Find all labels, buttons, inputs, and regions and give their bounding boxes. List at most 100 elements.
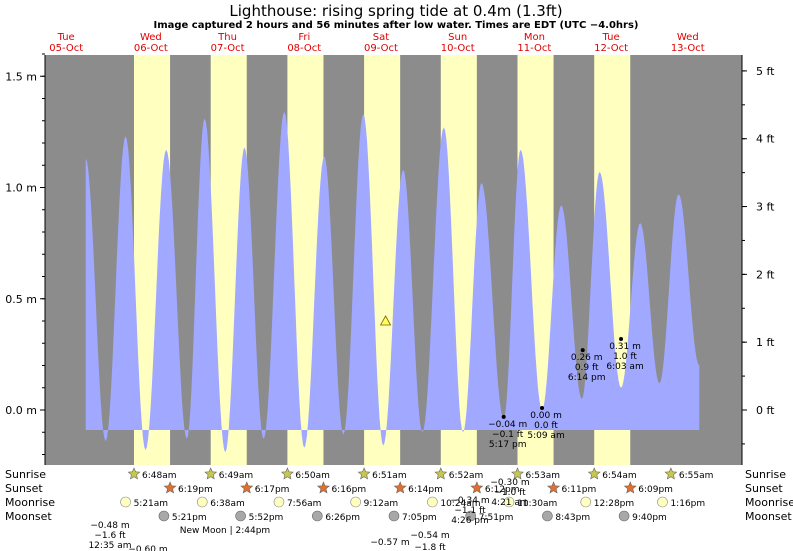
sunset-star-icon xyxy=(623,481,637,494)
tide-height-m: 0.31 m xyxy=(609,342,641,352)
tide-height-ft: 1.0 ft xyxy=(613,352,637,362)
moonrise-icon xyxy=(273,496,285,508)
moonrise-time: 1:16pm xyxy=(670,499,705,509)
tide-height-m: −0.04 m xyxy=(488,420,527,430)
moonset-time: 5:52pm xyxy=(249,513,284,523)
sunset-star-icon xyxy=(547,481,561,494)
day-of-week-label: Tue xyxy=(57,32,75,43)
moonset-icon xyxy=(235,510,246,522)
sunrise-star-icon xyxy=(204,467,218,480)
date-label: 05-Oct xyxy=(49,43,83,54)
date-label: 13-Oct xyxy=(671,43,705,54)
tide-labels: −0.04 m−0.1 ft5:17 pm 0.00 m0.0 ft5:09 am… xyxy=(379,315,644,450)
sunset-time: 6:17pm xyxy=(255,485,290,495)
sunset-time: 6:14pm xyxy=(408,485,443,495)
sunset-time: 6:09pm xyxy=(638,485,673,495)
day-of-week-label: Sat xyxy=(373,32,389,43)
date-label: 12-Oct xyxy=(594,43,628,54)
moonset-icon xyxy=(618,510,630,522)
moonrise-icon xyxy=(657,496,668,508)
day-of-week-label: Wed xyxy=(677,32,699,43)
lower-note-line2: −0.54 m xyxy=(410,531,449,541)
right-tick-label: 2 ft xyxy=(756,268,775,281)
moonrise-time: 12:28pm xyxy=(594,499,634,509)
left-tick-label: 0.5 m xyxy=(5,293,37,306)
moonset-time: 6:26pm xyxy=(325,513,360,523)
day-of-week-label: Thu xyxy=(217,32,237,43)
sunrise-time: 6:50am xyxy=(295,471,330,481)
tide-area xyxy=(85,111,700,453)
sunset-time: 6:16pm xyxy=(331,485,366,495)
moonset-time: 8:43pm xyxy=(555,513,590,523)
axes: 1.5 m 1.0 m 0.5 m 0.0 m 5 ft 4 ft 3 ft 2 ft 1 ft… xyxy=(5,53,775,465)
moonset-time: 7:05pm xyxy=(402,513,437,523)
right-tick-label: 4 ft xyxy=(756,133,775,146)
moonrise-icon xyxy=(196,496,208,508)
sunrise-time: 6:55am xyxy=(679,471,714,481)
moonrise-row-label-right: Moonrise xyxy=(745,496,793,509)
sunset-row-label-left: Sunset xyxy=(5,482,43,495)
moonset-row-label-right: Moonset xyxy=(745,510,792,523)
sunrise-time: 6:48am xyxy=(142,471,177,481)
sunset-star-icon xyxy=(393,481,407,494)
moonrise-icon xyxy=(580,496,592,508)
right-tick-label: 5 ft xyxy=(756,65,775,78)
lower-note-line2: −1.0 ft xyxy=(494,488,526,498)
lower-note-line3: −1.8 ft xyxy=(414,543,446,551)
tide-extreme-point xyxy=(501,414,506,419)
sunset-star-icon xyxy=(470,481,484,494)
moonset-icon xyxy=(388,510,400,522)
right-tick-label: 0 ft xyxy=(756,404,775,417)
sunrise-star-icon xyxy=(511,467,524,480)
tide-height-ft: −0.1 ft xyxy=(492,430,524,440)
moonrise-time: 6:38am xyxy=(210,499,245,509)
moonrise-time: 10:24am xyxy=(440,499,480,509)
moonrise-time: 7:56am xyxy=(287,499,322,509)
sunset-star-icon xyxy=(163,481,177,494)
chart-subtitle: Image captured 2 hours and 56 minutes af… xyxy=(154,20,639,31)
date-label: 10-Oct xyxy=(441,43,475,54)
sunrise-time: 6:54am xyxy=(602,471,637,481)
sunrise-time: 6:49am xyxy=(219,471,254,481)
moonset-time: 9:40pm xyxy=(632,513,667,523)
moonset-icon xyxy=(312,510,323,522)
tide-time: 5:09 am xyxy=(527,431,564,441)
moonset-icon xyxy=(158,510,170,522)
day-of-week-label: Mon xyxy=(524,32,545,43)
chart-title: Lighthouse: rising spring tide at 0.4m (… xyxy=(229,2,562,20)
tide-time: 6:14 pm xyxy=(568,373,606,383)
sunset-star-icon xyxy=(240,481,254,494)
right-tick-label: 1 ft xyxy=(756,336,775,349)
moonrise-time: 9:12am xyxy=(364,499,399,509)
lower-note-line1: −0.30 m xyxy=(490,478,529,488)
moonrise-icon xyxy=(350,496,361,508)
left-tick-label: 0.0 m xyxy=(5,404,37,417)
header: Lighthouse: rising spring tide at 0.4m (… xyxy=(49,2,705,54)
day-of-week-label: Tue xyxy=(602,32,620,43)
day-of-week-label: Fri xyxy=(298,32,310,43)
lower-note-line1: −0.60 m xyxy=(128,545,167,551)
date-label: 09-Oct xyxy=(364,43,398,54)
lower-note-line1: −0.48 m xyxy=(90,521,129,531)
lower-note-line1: −0.57 m xyxy=(370,538,409,548)
date-label: 07-Oct xyxy=(211,43,245,54)
sunrise-star-icon xyxy=(280,467,294,480)
moonrise-row-label-left: Moonrise xyxy=(5,496,55,509)
moonrise-time: 5:21am xyxy=(134,499,169,509)
date-label: 08-Oct xyxy=(287,43,321,54)
lower-note-line2: −1.1 ft xyxy=(454,506,486,516)
tide-time: 5:17 pm xyxy=(489,440,527,450)
tide-height-m: 0.26 m xyxy=(571,353,603,363)
moonset-time: 7:51pm xyxy=(479,513,514,523)
sunrise-time: 6:53am xyxy=(526,471,561,481)
tide-time: 6:03 am xyxy=(606,362,643,372)
sunrise-time: 6:51am xyxy=(372,471,407,481)
tide-extreme-point xyxy=(540,406,545,410)
sunset-star-icon xyxy=(316,481,330,494)
tide-extreme-point xyxy=(619,337,624,342)
sunset-time: 6:11pm xyxy=(562,485,597,495)
lower-note-line1: −0.34 m xyxy=(450,496,489,506)
current-level-marker xyxy=(379,315,392,326)
